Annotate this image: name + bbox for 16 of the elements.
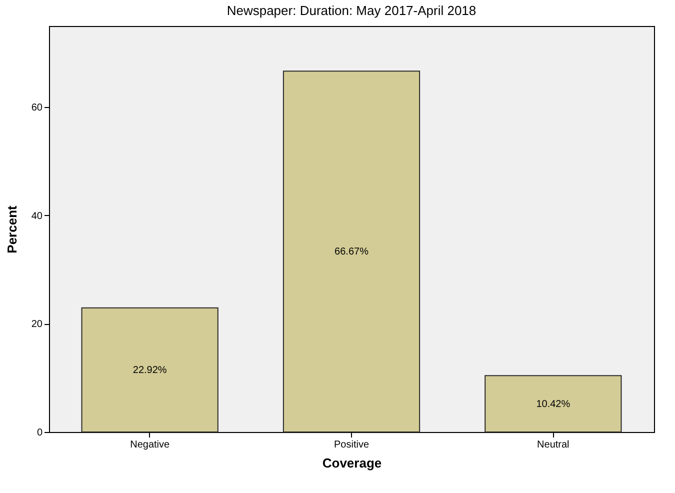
bar: [484, 375, 622, 432]
y-axis-title: Percent: [4, 204, 20, 254]
x-axis-title: Coverage: [322, 456, 382, 470]
x-tick-label: Negative: [130, 440, 170, 450]
y-tick-label: 20: [31, 319, 43, 330]
y-tick-label: 40: [31, 210, 43, 222]
chart-title: Newspaper: Duration: May 2017-April 2018: [226, 3, 476, 18]
data-label: 22.92%: [132, 364, 167, 376]
bar: [81, 307, 218, 432]
y-tick-label: 0: [36, 428, 43, 438]
x-tick-label: Neutral: [537, 440, 570, 450]
bar: [282, 70, 420, 432]
data-label: 10.42%: [536, 398, 570, 410]
y-tick-label: 60: [31, 102, 43, 114]
data-label: 66.67%: [334, 246, 369, 258]
x-tick-label: Positive: [334, 440, 370, 450]
